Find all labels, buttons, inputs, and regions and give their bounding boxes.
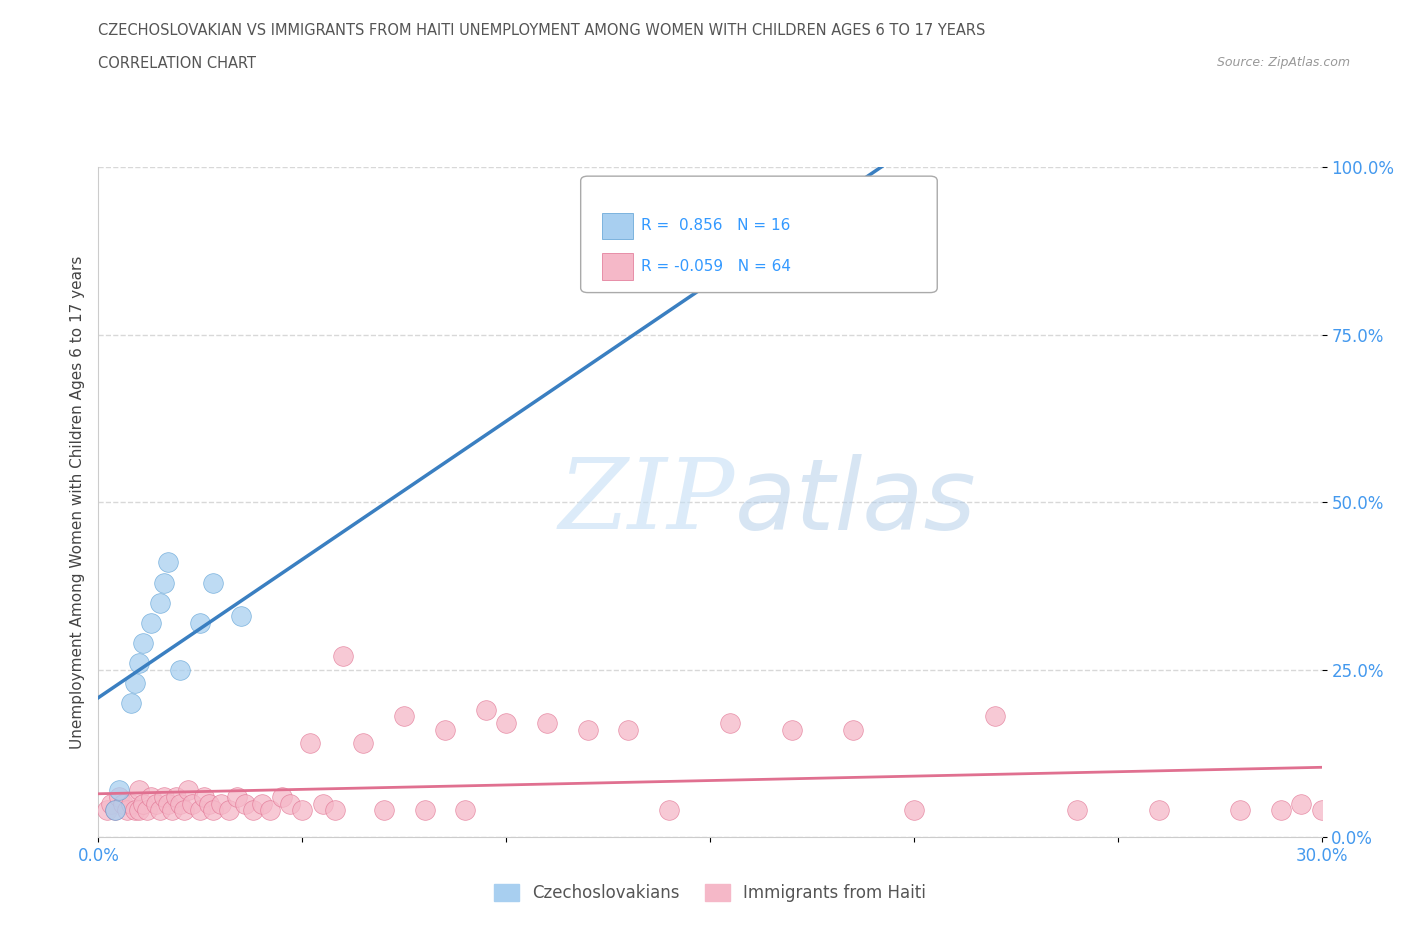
Point: [841, 723, 863, 737]
Text: ZIP: ZIP: [558, 455, 734, 550]
Point: [188, 803, 212, 817]
Point: [188, 616, 212, 631]
Y-axis label: Unemployment Among Women with Children Ages 6 to 17 years: Unemployment Among Women with Children A…: [69, 256, 84, 749]
Point: [413, 803, 436, 817]
Point: [136, 803, 159, 817]
Point: [128, 656, 150, 671]
Point: [141, 616, 163, 631]
Point: [242, 803, 264, 817]
Point: [841, 180, 863, 195]
Text: R =  0.856   N = 16: R = 0.856 N = 16: [641, 219, 790, 233]
Point: [209, 796, 232, 811]
Point: [862, 180, 884, 195]
Point: [132, 635, 155, 650]
Point: [120, 696, 142, 711]
Point: [291, 803, 314, 817]
Point: [104, 803, 127, 817]
Point: [177, 783, 200, 798]
Point: [104, 803, 127, 817]
Point: [278, 796, 301, 811]
Text: R = -0.059   N = 64: R = -0.059 N = 64: [641, 259, 792, 274]
Point: [181, 796, 204, 811]
Point: [111, 796, 134, 811]
Point: [233, 796, 256, 811]
Point: [392, 709, 416, 724]
Point: [495, 716, 517, 731]
Point: [149, 595, 172, 610]
Text: atlas: atlas: [734, 454, 976, 551]
Point: [332, 649, 354, 664]
Point: [169, 662, 191, 677]
Text: CZECHOSLOVAKIAN VS IMMIGRANTS FROM HAITI UNEMPLOYMENT AMONG WOMEN WITH CHILDREN : CZECHOSLOVAKIAN VS IMMIGRANTS FROM HAITI…: [98, 23, 986, 38]
Point: [156, 796, 179, 811]
Point: [226, 790, 249, 804]
Legend: Czechoslovakians, Immigrants from Haiti: Czechoslovakians, Immigrants from Haiti: [488, 878, 932, 909]
Point: [156, 555, 179, 570]
Point: [201, 803, 224, 817]
Text: CORRELATION CHART: CORRELATION CHART: [98, 56, 256, 71]
Point: [108, 783, 131, 798]
Point: [270, 790, 294, 804]
Point: [1291, 796, 1313, 811]
Point: [152, 575, 174, 590]
Point: [100, 796, 122, 811]
Point: [299, 736, 322, 751]
Point: [658, 803, 681, 817]
Point: [128, 783, 150, 798]
Point: [165, 790, 187, 804]
Point: [373, 803, 395, 817]
Point: [173, 803, 195, 817]
Point: [454, 803, 477, 817]
Point: [149, 803, 172, 817]
Point: [197, 796, 219, 811]
Point: [780, 723, 803, 737]
Point: [259, 803, 281, 817]
Point: [128, 803, 150, 817]
Point: [124, 803, 146, 817]
Point: [312, 796, 335, 811]
Point: [1229, 803, 1251, 817]
Point: [1147, 803, 1170, 817]
Point: [474, 702, 498, 717]
Point: [434, 723, 457, 737]
Point: [152, 790, 174, 804]
Point: [145, 796, 167, 811]
Point: [193, 790, 215, 804]
Point: [96, 803, 118, 817]
Point: [108, 790, 131, 804]
Point: [718, 716, 742, 731]
Point: [352, 736, 374, 751]
Text: Source: ZipAtlas.com: Source: ZipAtlas.com: [1216, 56, 1350, 69]
Point: [1066, 803, 1088, 817]
Point: [250, 796, 273, 811]
Point: [984, 709, 1007, 724]
Point: [115, 803, 138, 817]
Point: [1310, 803, 1333, 817]
Point: [124, 675, 146, 690]
Point: [536, 716, 558, 731]
Point: [323, 803, 346, 817]
Point: [120, 796, 142, 811]
Point: [617, 723, 640, 737]
Point: [141, 790, 163, 804]
Point: [1270, 803, 1292, 817]
Point: [576, 723, 599, 737]
Point: [160, 803, 183, 817]
Point: [903, 803, 925, 817]
Point: [218, 803, 240, 817]
Point: [231, 608, 253, 623]
Point: [201, 575, 224, 590]
Point: [169, 796, 191, 811]
Point: [132, 796, 155, 811]
